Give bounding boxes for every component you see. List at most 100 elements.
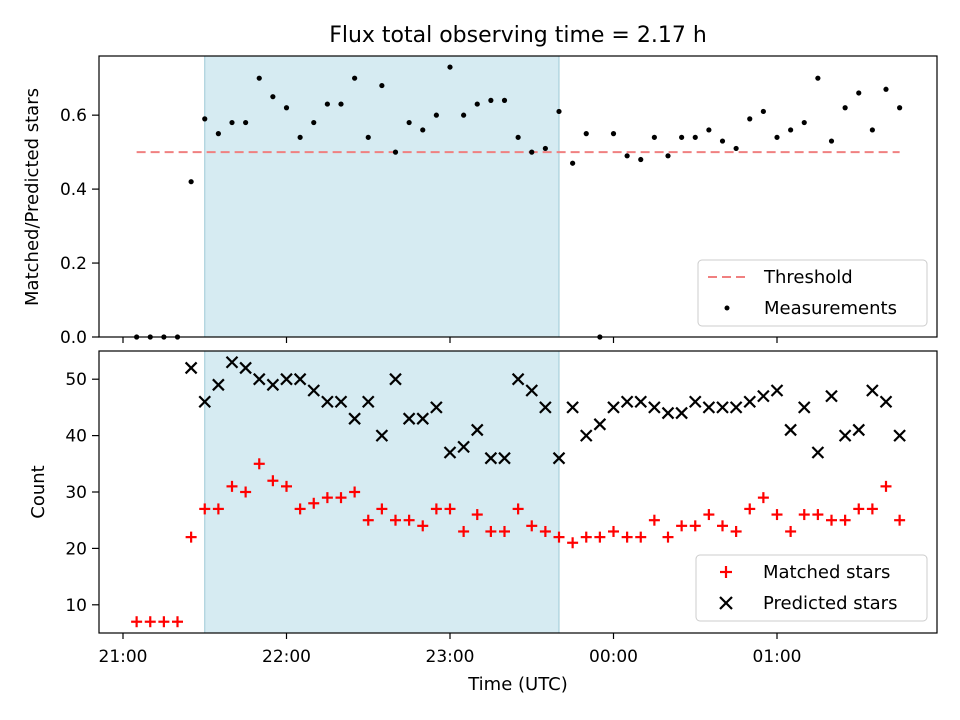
matched-star-point (294, 503, 306, 515)
predicted-star-point (239, 361, 252, 375)
predicted-star-point (280, 372, 293, 386)
measurement-point (815, 75, 821, 81)
x-axis: 21:00 22:00 23:00 00:00 01:00 (99, 633, 802, 667)
measurement-point (583, 131, 589, 137)
measurement-point (570, 160, 576, 166)
matched-star-point (417, 520, 429, 532)
matched-star-point (785, 525, 797, 537)
measurement-point (406, 119, 412, 126)
measurement-point (433, 112, 439, 118)
matched-star-point (512, 503, 524, 515)
matched-star-point (430, 503, 442, 515)
predicted-star-point (307, 384, 321, 397)
measurement-point (828, 138, 835, 144)
predicted-star-point (879, 395, 893, 409)
predicted-star-point (648, 401, 661, 414)
measurement-point (270, 94, 276, 100)
measurement-point (515, 134, 521, 140)
matched-star-point (499, 525, 510, 537)
matched-star-point (812, 509, 824, 521)
measurement-point (638, 156, 644, 163)
matched-star-point (349, 486, 361, 498)
predicted-star-point (675, 406, 688, 420)
legend-matched-swatch (720, 566, 732, 578)
matched-star-point (894, 514, 906, 526)
y-tick-label: 10 (65, 596, 87, 616)
measurement-point (324, 101, 330, 107)
measurement-point (624, 153, 630, 159)
legend-matched-label: Matched stars (763, 562, 890, 583)
x-tick-label: 01:00 (753, 647, 802, 667)
y-axis: 0.0 0.2 0.4 0.6 (60, 106, 99, 348)
legend-predicted-swatch (719, 596, 733, 610)
predicted-star-point (212, 378, 225, 392)
matched-star-point (485, 525, 497, 537)
matched-star-point (199, 503, 211, 515)
legend-measurements-swatch (724, 305, 730, 311)
matched-star-point (226, 480, 238, 492)
predicted-star-point (321, 395, 334, 409)
predicted-star-point (566, 401, 579, 414)
measurement-point (352, 75, 358, 81)
predicted-star-point (252, 372, 266, 386)
matched-star-point (839, 514, 851, 526)
predicted-star-point (511, 372, 525, 386)
y-axis-label: Matched/Predicted stars (22, 88, 43, 306)
matched-star-point (185, 531, 197, 543)
predicted-star-point (457, 440, 470, 454)
predicted-star-point (579, 429, 593, 442)
predicted-star-point (430, 401, 443, 414)
measurement-point (188, 179, 194, 185)
matched-star-point (662, 531, 674, 543)
measurement-point (229, 119, 235, 126)
measurement-point (420, 127, 426, 133)
matched-star-point (526, 520, 538, 532)
matched-star-point (131, 616, 143, 628)
x-tick-label: 22:00 (262, 647, 311, 667)
measurement-point (747, 116, 753, 122)
measurement-point (556, 108, 562, 115)
matched-star-point (376, 503, 388, 515)
predicted-star-point (334, 395, 348, 409)
y-tick-label: 0.4 (60, 180, 87, 200)
legend: Threshold Measurements (697, 259, 928, 327)
measurement-point (243, 119, 249, 126)
y-tick-label: 0.0 (60, 328, 87, 348)
x-tick-label: 21:00 (99, 647, 148, 667)
legend-predicted-label: Predicted stars (763, 593, 897, 614)
matched-star-point (281, 480, 292, 492)
predicted-star-point (866, 384, 879, 397)
measurement-point (501, 97, 508, 103)
measurement-point (733, 145, 739, 152)
measurement-point (202, 116, 208, 122)
measurement-point (774, 134, 780, 140)
matched-star-point (703, 509, 715, 521)
predicted-star-point (402, 412, 416, 425)
matched-star-point (826, 514, 837, 526)
predicted-star-point (348, 412, 361, 425)
y-tick-label: 40 (65, 427, 87, 447)
measurement-point (529, 149, 535, 155)
legend-measurements-label: Measurements (764, 298, 897, 319)
measurement-point (883, 86, 889, 92)
legend-threshold-label: Threshold (763, 267, 853, 288)
matched-star-point (866, 503, 878, 515)
matched-star-point (798, 509, 810, 521)
measurement-point (256, 75, 262, 81)
predicted-star-point (825, 389, 838, 403)
predicted-star-point (416, 412, 430, 425)
matched-star-point (212, 503, 224, 515)
y-tick-label: 50 (65, 370, 87, 390)
predicted-star-point (361, 395, 375, 409)
measurement-point (297, 134, 303, 140)
matched-star-point (144, 616, 156, 628)
y-tick-label: 20 (65, 539, 87, 559)
measurement-point (447, 64, 453, 70)
matched-star-point (253, 458, 265, 470)
matched-star-point (771, 509, 783, 521)
chart-title: Flux total observing time = 2.17 h (329, 23, 707, 48)
measurement-point (651, 134, 657, 140)
predicted-star-point (552, 451, 566, 465)
matched-star-point (240, 486, 252, 498)
x-tick-label: 23:00 (426, 647, 475, 667)
